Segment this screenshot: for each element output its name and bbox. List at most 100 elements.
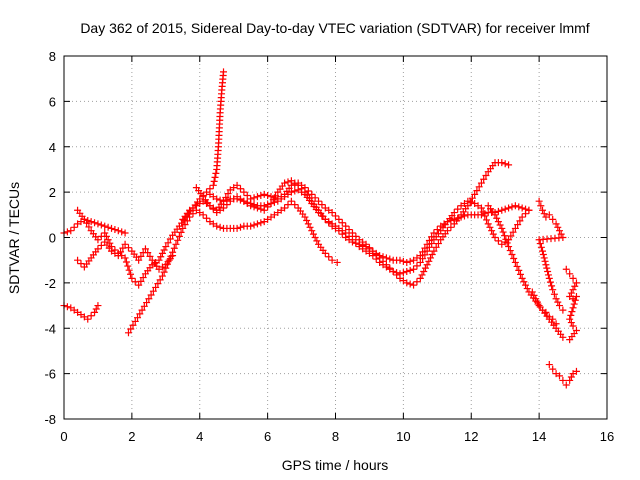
y-tick-label: 8: [49, 49, 56, 64]
data-point: [520, 278, 528, 286]
data-point: [162, 243, 170, 251]
data-point: [306, 223, 314, 231]
data-point: [467, 198, 475, 206]
data-series-track-7: [192, 159, 513, 289]
data-series-track-10: [535, 197, 567, 314]
data-point: [399, 257, 407, 265]
data-point: [149, 287, 157, 295]
x-tick-label: 10: [396, 429, 410, 444]
data-point: [139, 274, 147, 282]
data-point: [506, 247, 514, 255]
data-point: [170, 244, 178, 252]
y-tick-label: -8: [44, 412, 56, 427]
data-point: [559, 333, 567, 341]
data-point: [571, 282, 579, 290]
x-tick-label: 4: [196, 429, 203, 444]
data-point: [513, 262, 521, 270]
data-point: [566, 270, 574, 278]
data-point: [213, 195, 221, 203]
data-point: [430, 229, 438, 237]
data-point: [135, 256, 143, 264]
data-point: [511, 202, 519, 210]
data-point: [74, 256, 82, 264]
data-point: [114, 252, 122, 260]
data-point: [484, 220, 492, 228]
data-point: [362, 240, 370, 248]
data-point: [393, 269, 401, 277]
data-point: [209, 181, 217, 189]
data-point: [121, 229, 129, 237]
data-point: [477, 179, 485, 187]
data-point: [562, 265, 570, 273]
data-point: [572, 367, 580, 375]
data-point: [318, 212, 326, 220]
data-series-track-13: [528, 288, 560, 328]
data-point: [498, 224, 506, 232]
data-point: [572, 292, 580, 300]
data-point: [418, 271, 426, 279]
data-point: [528, 288, 536, 296]
x-axis-label: GPS time / hours: [282, 457, 389, 473]
data-point: [413, 262, 421, 270]
data-point: [281, 179, 289, 187]
data-point: [141, 245, 149, 253]
data-point: [236, 185, 244, 193]
data-point: [428, 240, 436, 248]
data-point: [247, 222, 255, 230]
data-point: [479, 208, 487, 216]
data-point: [533, 298, 541, 306]
data-point: [129, 321, 137, 329]
data-point: [423, 247, 431, 255]
data-point: [499, 228, 507, 236]
data-point: [155, 256, 163, 264]
data-point: [535, 197, 543, 205]
data-point: [160, 268, 168, 276]
data-point: [530, 291, 538, 299]
data-point: [94, 245, 102, 253]
data-point: [493, 214, 501, 222]
data-point: [473, 187, 481, 195]
data-point: [166, 235, 174, 243]
data-point: [121, 254, 129, 262]
data-point: [536, 240, 544, 248]
data-point: [233, 195, 241, 203]
data-series-track-5: [124, 197, 341, 337]
data-point: [301, 184, 309, 192]
data-point: [505, 161, 513, 169]
data-point: [434, 240, 442, 248]
data-point: [287, 197, 295, 205]
data-point: [572, 279, 580, 287]
data-point: [532, 295, 540, 303]
data-series-track-11: [545, 361, 580, 389]
data-point: [264, 192, 272, 200]
y-tick-label: -4: [44, 321, 56, 336]
data-point: [537, 243, 545, 251]
data-point: [267, 199, 275, 207]
data-point: [515, 203, 523, 211]
data-point: [550, 290, 558, 298]
data-point: [257, 219, 265, 227]
data-point: [83, 219, 91, 227]
data-point: [514, 221, 522, 229]
data-point: [447, 223, 455, 231]
data-point: [419, 255, 427, 263]
data-point: [540, 254, 548, 262]
data-point: [406, 266, 414, 274]
x-tick-label: 14: [532, 429, 546, 444]
data-point: [549, 365, 557, 373]
data-point: [481, 212, 489, 220]
data-point: [127, 325, 135, 333]
data-point: [325, 253, 333, 261]
data-point: [421, 251, 429, 259]
data-point: [186, 213, 194, 221]
data-point: [345, 226, 353, 234]
data-point: [468, 194, 476, 202]
y-tick-label: 2: [49, 185, 56, 200]
data-point: [505, 243, 513, 251]
data-point: [545, 211, 553, 219]
data-point: [483, 216, 491, 224]
data-point: [216, 196, 224, 204]
data-point: [559, 306, 567, 314]
data-point: [540, 210, 548, 218]
data-point: [165, 256, 173, 264]
